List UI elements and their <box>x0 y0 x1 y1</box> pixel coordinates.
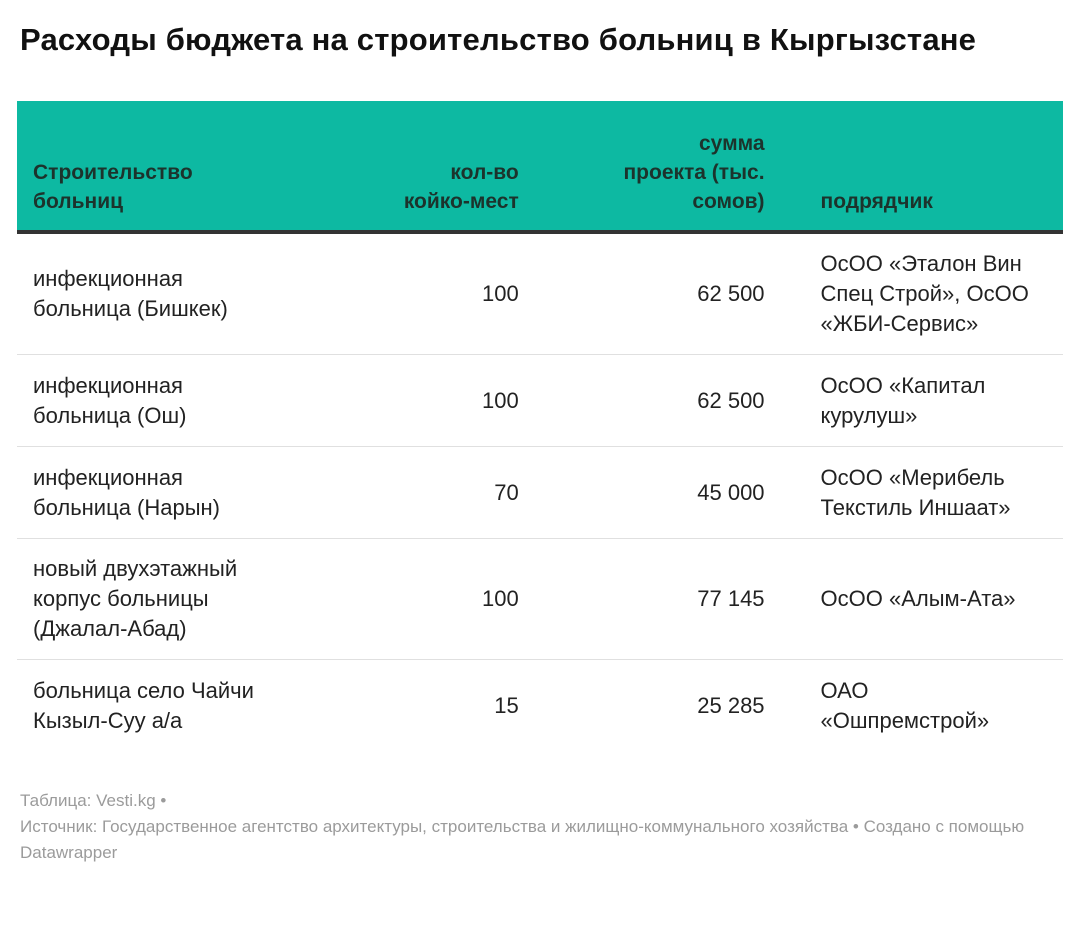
source-name: Государственное агентство архитектуры, с… <box>102 817 849 836</box>
hospital-cell: больница село Чайчи Кызыл-Суу а/а <box>33 677 254 733</box>
table-credit-line: Таблица: Vesti.kg • <box>20 788 1060 814</box>
hospital-cell: инфекционная больница (Нарын) <box>33 464 221 520</box>
hospital-cell: новый двухэтажный корпус больницы (Джала… <box>33 556 238 641</box>
datawrapper-table-embed: Расходы бюджета на строительство больниц… <box>17 22 1063 866</box>
table-row: новый двухэтажный корпус больницы (Джала… <box>17 539 1063 660</box>
beds-cell: 100 <box>482 586 519 611</box>
chart-title: Расходы бюджета на строительство больниц… <box>20 22 977 57</box>
contractor-cell: ОАО «Ошпремстрой» <box>820 677 990 733</box>
column-header-contractor: подрядчик <box>820 190 933 213</box>
bullet-separator: • <box>848 817 864 836</box>
table-source-link[interactable]: Vesti.kg <box>96 791 156 810</box>
column-header-amount: сумма проекта (тыс. сомов) <box>623 132 765 213</box>
beds-cell: 100 <box>482 387 519 413</box>
source-credit-line: Источник: Государственное агентство архи… <box>20 814 1060 866</box>
created-with-label: Создано с помощью <box>863 817 1025 836</box>
bullet-separator: • <box>155 791 167 810</box>
table-row: больница село Чайчи Кызыл-Суу а/а 15 25 … <box>17 660 1063 751</box>
amount-cell: 62 500 <box>697 281 765 306</box>
datawrapper-link[interactable]: Datawrapper <box>20 843 118 862</box>
amount-cell: 62 500 <box>697 387 765 413</box>
hospital-cell: инфекционная больница (Ош) <box>33 372 187 428</box>
contractor-cell: ОсОО «Алым-Ата» <box>820 586 1016 611</box>
hospitals-budget-table: Строительство больниц кол-во койко-мест … <box>17 101 1063 751</box>
amount-cell: 25 285 <box>697 692 765 718</box>
beds-cell: 15 <box>494 692 519 718</box>
beds-cell: 100 <box>482 281 519 306</box>
attribution-footer: Таблица: Vesti.kg • Источник: Государств… <box>20 788 1060 866</box>
hospital-cell: инфекционная больница (Бишкек) <box>33 266 228 321</box>
table-row: инфекционная больница (Ош) 100 62 500 Ос… <box>17 355 1063 447</box>
column-header-hospital: Строительство больниц <box>33 161 193 213</box>
table-row: инфекционная больница (Бишкек) 100 62 50… <box>17 234 1063 355</box>
contractor-cell: ОсОО «Эталон Вин Спец Строй», ОсОО «ЖБИ-… <box>820 251 1029 336</box>
table-body: инфекционная больница (Бишкек) 100 62 50… <box>17 234 1063 751</box>
source-label: Источник: <box>20 817 103 836</box>
contractor-cell: ОсОО «Мерибель Текстиль Иншаат» <box>820 464 1011 520</box>
amount-cell: 45 000 <box>697 479 765 505</box>
amount-cell: 77 145 <box>697 586 765 611</box>
table-credit-label: Таблица: <box>20 791 97 810</box>
table-header-row: Строительство больниц кол-во койко-мест … <box>17 101 1063 234</box>
beds-cell: 70 <box>494 479 519 505</box>
table-row: инфекционная больница (Нарын) 70 45 000 … <box>17 447 1063 539</box>
column-header-beds: кол-во койко-мест <box>403 161 519 213</box>
contractor-cell: ОсОО «Капитал курулуш» <box>820 372 986 428</box>
